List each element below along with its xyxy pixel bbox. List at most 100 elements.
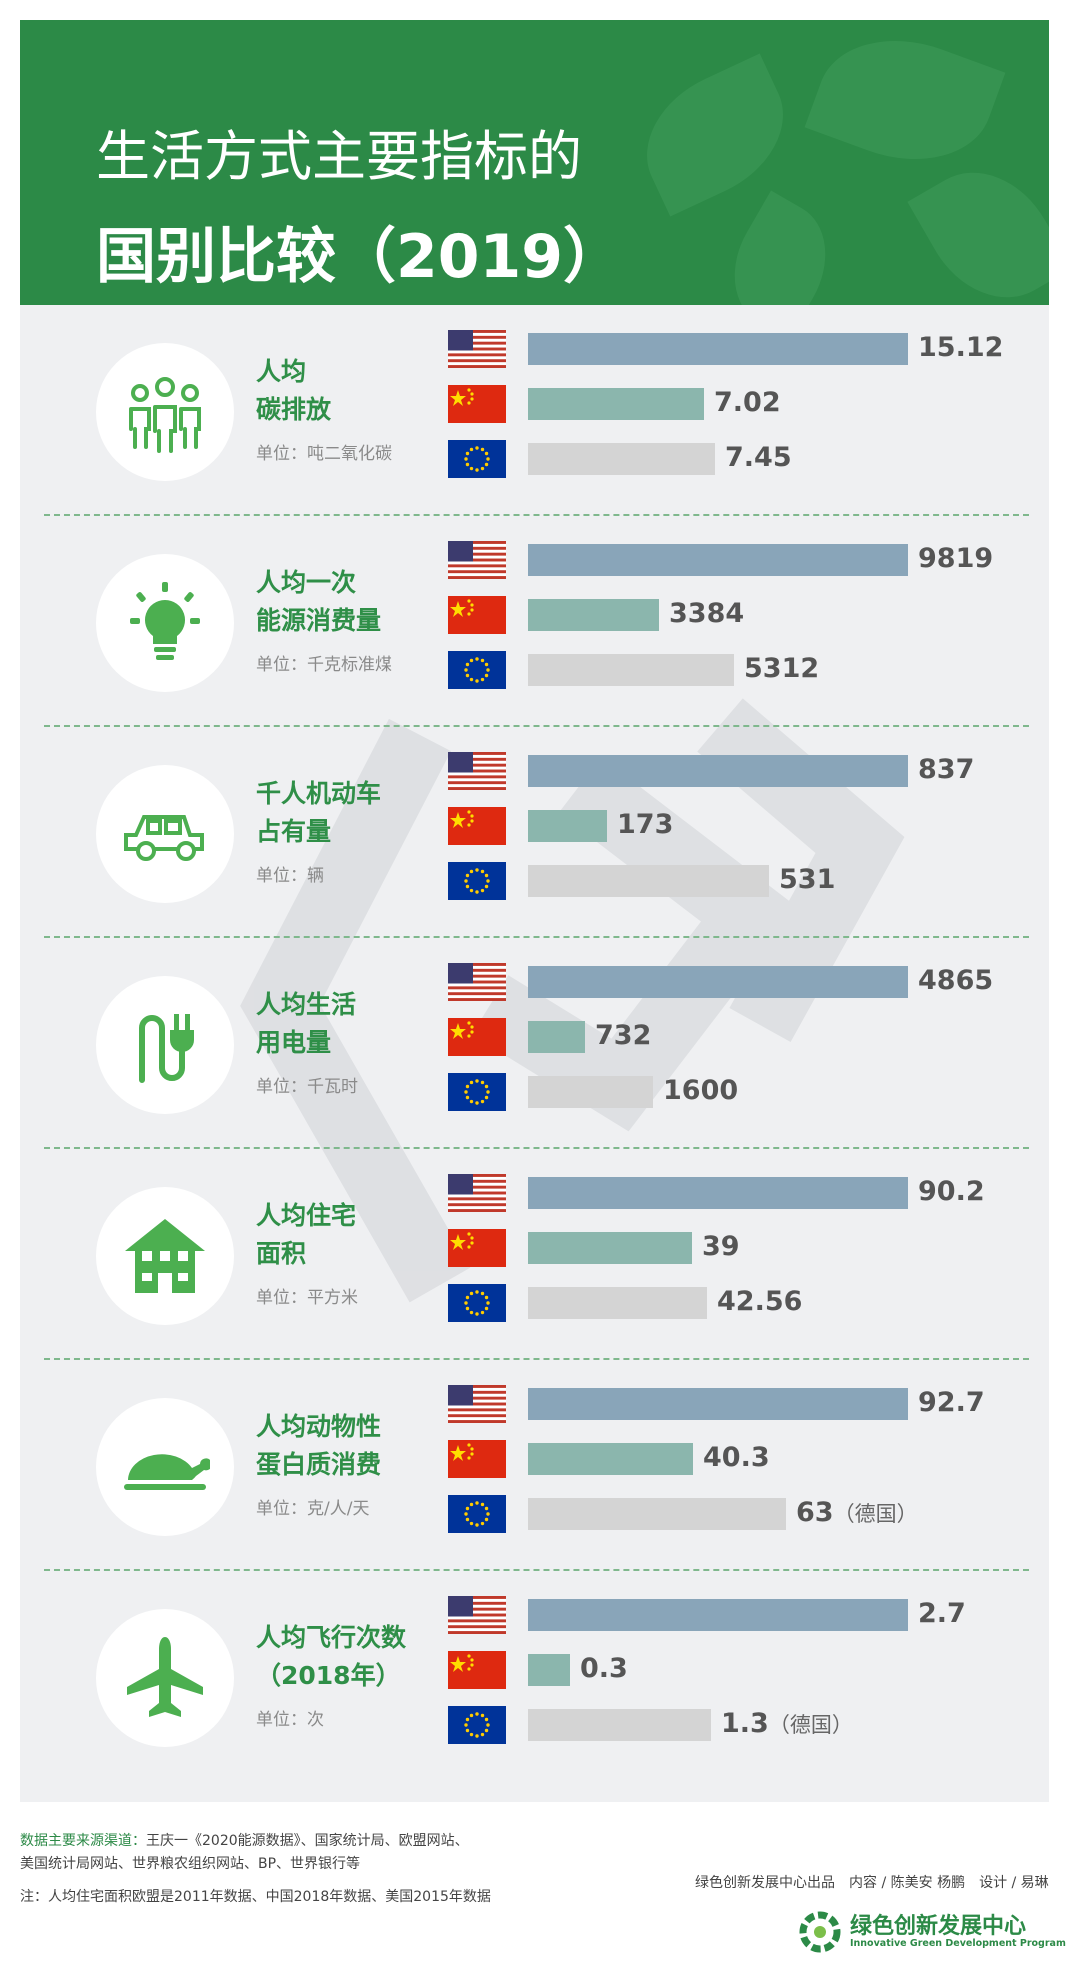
bar-eu	[528, 1498, 786, 1530]
indicator-label-line1: 人均	[256, 357, 307, 386]
bar-eu	[528, 443, 715, 475]
logo-name-cn: 绿色创新发展中心	[850, 1914, 1027, 1939]
footer-credits: 绿色创新发展中心出品 内容 / 陈美安 杨鹏 设计 / 易琳	[695, 1875, 1049, 1891]
indicator-section: 千人机动车 占有量单位：辆 837 173 531	[20, 727, 1049, 938]
value-label-eu: 531	[779, 864, 835, 895]
value-number: 90.2	[918, 1176, 985, 1207]
us-flag-icon	[448, 752, 506, 790]
unit-label: 单位：千克标准煤	[256, 655, 392, 675]
value-label-china: 40.3	[703, 1442, 770, 1473]
indicator-label: 千人机动车 占有量	[256, 775, 381, 851]
value-number: 837	[918, 754, 975, 785]
indicator-label-line2: 用电量	[256, 1028, 332, 1057]
unit-label: 单位：克/人/天	[256, 1499, 370, 1519]
value-label-us: 2.7	[918, 1598, 966, 1629]
value-number: 1.3	[721, 1708, 769, 1739]
eu-flag-icon	[448, 1495, 506, 1533]
china-flag-icon	[448, 385, 506, 423]
value-note: （德国）	[833, 1502, 918, 1526]
indicator-section: 人均一次 能源消费量 单位：千克标准煤 9819 3384 5312	[20, 516, 1049, 727]
header-banner: 生活方式主要指标的 国别比较（2019）	[20, 20, 1049, 305]
airplane-icon	[127, 1637, 203, 1717]
bar-us	[528, 333, 908, 365]
bar-us	[528, 1388, 908, 1420]
value-number: 5312	[744, 653, 820, 684]
china-flag-icon	[448, 1018, 506, 1056]
eu-flag-icon	[448, 1073, 506, 1111]
value-number: 9819	[918, 543, 994, 574]
value-number: 2.7	[918, 1598, 966, 1629]
logo-name-en: Innovative Green Development Program	[850, 1938, 1066, 1949]
unit-label: 单位：平方米	[256, 1288, 358, 1308]
indicator-label-line1: 人均生活	[256, 990, 357, 1019]
indicator-label: 人均 碳排放	[256, 353, 331, 429]
indicator-label-line2: 蛋白质消费	[256, 1450, 382, 1479]
value-label-us: 92.7	[918, 1387, 985, 1418]
indicator-label-line2: （2018年）	[256, 1661, 401, 1690]
bar-us	[528, 966, 908, 998]
indicator-label: 人均生活 用电量	[256, 986, 356, 1062]
plug-icon	[139, 1014, 194, 1083]
icon-badge	[96, 1609, 234, 1747]
indicator-label: 人均动物性蛋白质消费	[256, 1408, 381, 1484]
value-number: 92.7	[918, 1387, 985, 1418]
section-divider	[44, 514, 1029, 516]
logo-ring-icon	[799, 1911, 841, 1953]
value-label-china: 39	[702, 1231, 740, 1262]
icon-badge	[96, 1187, 234, 1325]
eu-flag-icon	[448, 1706, 506, 1744]
bar-eu	[528, 654, 734, 686]
footer-source: 数据主要来源渠道：王庆一《2020能源数据》、国家统计局、欧盟网站、	[20, 1830, 469, 1850]
section-divider	[44, 1569, 1029, 1571]
value-number: 42.56	[717, 1286, 803, 1317]
value-label-eu: 1600	[663, 1075, 738, 1106]
light-bulb-icon	[130, 582, 200, 660]
car-icon	[124, 815, 204, 861]
title-line2: 国别比较（2019）	[96, 222, 623, 292]
indicator-label-line1: 人均一次	[256, 568, 357, 597]
indicator-label: 人均飞行次数 （2018年）	[256, 1619, 406, 1695]
bar-eu	[528, 865, 769, 897]
value-label-eu: 42.56	[717, 1286, 802, 1317]
china-flag-icon	[448, 596, 506, 634]
us-flag-icon	[448, 1174, 506, 1212]
unit-label: 单位：次	[256, 1710, 324, 1730]
value-label-eu: 5312	[744, 653, 819, 684]
value-label-us: 837	[918, 754, 974, 785]
source-text: 王庆一《2020能源数据》、国家统计局、欧盟网站、	[146, 1833, 469, 1849]
value-number: 39	[702, 1231, 740, 1262]
bar-us	[528, 755, 908, 787]
us-flag-icon	[448, 541, 506, 579]
value-number: 15.12	[918, 332, 1004, 363]
icon-badge	[96, 554, 234, 692]
value-number: 40.3	[703, 1442, 770, 1473]
indicator-label-line2: 能源消费量	[256, 606, 382, 635]
value-label-us: 9819	[918, 543, 993, 574]
indicator-section: 人均飞行次数 （2018年） 单位：次 2.7 0.3 1.3（德国）	[20, 1571, 1049, 1782]
source-label: 数据主要来源渠道：	[20, 1833, 146, 1849]
value-number: 4865	[918, 965, 994, 996]
leaf-decoration	[907, 146, 1049, 305]
indicator-label-line1: 人均动物性	[256, 1412, 382, 1441]
indicator-label-line1: 人均住宅	[256, 1201, 357, 1230]
leaf-decoration	[711, 190, 849, 305]
value-number: 7.02	[714, 387, 781, 418]
bar-us	[528, 1177, 908, 1209]
china-flag-icon	[448, 1440, 506, 1478]
china-flag-icon	[448, 807, 506, 845]
leaf-decoration	[623, 53, 807, 217]
footer-note: 注：人均住宅面积欧盟是2011年数据、中国2018年数据、美国2015年数据	[20, 1889, 491, 1905]
bar-china	[528, 388, 704, 420]
bar-eu	[528, 1076, 653, 1108]
indicator-label: 人均住宅 面积	[256, 1197, 356, 1273]
bar-china	[528, 1443, 693, 1475]
us-flag-icon	[448, 1596, 506, 1634]
value-label-china: 173	[617, 809, 673, 840]
us-flag-icon	[448, 330, 506, 368]
bar-china	[528, 1232, 692, 1264]
unit-label: 单位：辆	[256, 866, 324, 886]
bar-eu	[528, 1709, 711, 1741]
eu-flag-icon	[448, 1284, 506, 1322]
unit-label: 单位：千瓦时	[256, 1077, 358, 1097]
roast-chicken-icon	[124, 1454, 210, 1490]
